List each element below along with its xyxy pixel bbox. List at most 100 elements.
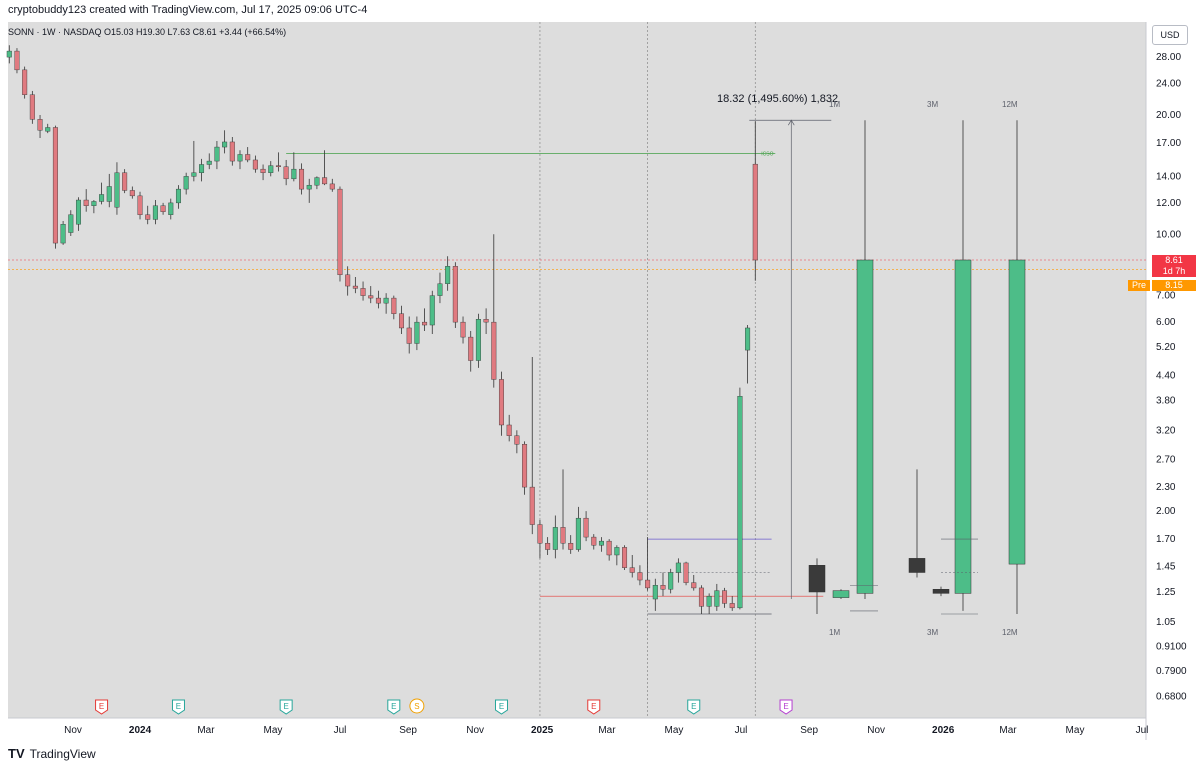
x-tick-label: 2026 (932, 725, 955, 736)
candle-body (14, 50, 20, 71)
candle-body (183, 176, 189, 190)
candle-body (52, 127, 58, 244)
candle-body (714, 590, 720, 607)
candle-body (614, 547, 620, 556)
tradingview-logo-icon: TV (8, 746, 25, 761)
symbol-legend[interactable]: SONN · 1W · NASDAQ O15.03 H19.30 L7.63 C… (8, 27, 287, 37)
candle-body (722, 590, 728, 604)
y-tick-label: 2.30 (1156, 482, 1176, 493)
currency-button[interactable]: USD (1152, 25, 1188, 45)
earnings-marker-icon (171, 699, 185, 715)
projection-label-12m-top: 12M (1002, 100, 1018, 109)
candle-body (283, 166, 289, 180)
candle-body (452, 266, 458, 323)
split-marker-icon (409, 698, 425, 714)
last-price-tag: 8.61 (1152, 255, 1196, 266)
candle-body (375, 297, 381, 304)
candle-body (83, 199, 89, 206)
y-tick-label: 2.70 (1156, 455, 1176, 466)
candle-body (22, 69, 28, 95)
event-marker-letter: E (283, 702, 288, 711)
y-tick-label: 0.6800 (1156, 692, 1187, 703)
candle-body (191, 172, 197, 177)
candle-body (437, 283, 443, 296)
x-tick-label: Mar (999, 725, 1017, 736)
x-tick-label: Mar (197, 725, 215, 736)
candle-body (675, 562, 681, 573)
candle-body (99, 194, 105, 202)
event-marker-letter: E (391, 702, 396, 711)
bar-countdown-tag: 1d 7h (1152, 266, 1196, 277)
projection-candle-body (954, 259, 972, 594)
candle-body (737, 396, 743, 609)
candle-body (560, 527, 566, 544)
event-marker-letter: E (783, 702, 788, 711)
candle-body (106, 186, 112, 202)
y-tick-label: 12.00 (1156, 198, 1181, 209)
x-tick-label: Jul (334, 725, 347, 736)
projection-label-1m-top: 1M (829, 100, 841, 109)
candle-body (652, 585, 658, 600)
candle-body (229, 141, 235, 162)
candle-body (237, 154, 243, 162)
y-tick-label: 28.00 (1156, 52, 1181, 63)
candle-body (68, 214, 74, 233)
candle-body (145, 214, 151, 220)
candle-body (245, 154, 251, 161)
y-tick-label: 7.00 (1156, 291, 1176, 302)
x-tick-label: 2024 (129, 725, 152, 736)
earnings-marker-icon (95, 699, 109, 715)
y-tick-label: 10.00 (1156, 229, 1181, 240)
candle-body (591, 536, 597, 546)
tradingview-brand[interactable]: TV TradingView (8, 746, 96, 761)
candle-body (514, 435, 520, 445)
chart-canvas[interactable]: 28.00 24.00 20.00 17.00 14.00 12.00 10.00 7.00 6… (0, 22, 1200, 740)
candle-body (91, 201, 97, 206)
y-tick-label: 5.20 (1156, 342, 1176, 353)
earnings-marker-icon (387, 699, 401, 715)
candle-body (352, 285, 358, 289)
candle-body (660, 585, 666, 590)
y-tick-label: 14.00 (1156, 171, 1181, 182)
candle-body (314, 177, 320, 186)
candle-body (460, 321, 466, 338)
candle-body (322, 177, 328, 185)
projection-history-box (908, 558, 926, 573)
top-bar: cryptobuddy123 created with TradingView.… (0, 0, 1200, 22)
attribution-text: cryptobuddy123 created with TradingView.… (8, 4, 368, 16)
candle-body (445, 266, 451, 284)
candle-body (345, 274, 351, 287)
candle-body (60, 224, 66, 244)
candle-body (545, 542, 551, 550)
projection-label-3m-top: 3M (927, 100, 939, 109)
candle-body (537, 524, 543, 544)
candle-body (506, 424, 512, 436)
candle-body (337, 188, 343, 276)
y-tick-label: 0.7900 (1156, 666, 1187, 677)
candle-body (275, 165, 281, 168)
projection-history-box (932, 589, 950, 594)
candle-body (637, 572, 643, 581)
x-tick-label: Nov (64, 725, 82, 736)
projection-candle-body (856, 259, 874, 594)
candle-body (206, 160, 212, 165)
event-marker-letter: E (499, 702, 504, 711)
candle-body (575, 517, 581, 550)
candle-body (45, 127, 51, 132)
candle-body (37, 119, 43, 131)
event-marker-letter: E (591, 702, 596, 711)
candle-body (299, 168, 305, 190)
candle-body (552, 527, 558, 550)
x-tick-label: Mar (598, 725, 616, 736)
earnings-marker-icon (279, 699, 293, 715)
candle-body (137, 195, 143, 215)
candle-body (368, 295, 374, 299)
candle-body (6, 50, 12, 58)
candle-body (399, 313, 405, 329)
candle-body (629, 567, 635, 573)
event-marker-letter: S (414, 702, 419, 711)
y-tick-label: 24.00 (1156, 79, 1181, 90)
x-tick-label: Jul (1136, 725, 1149, 736)
candle-body (468, 336, 474, 361)
y-tick-label: 4.40 (1156, 370, 1176, 381)
